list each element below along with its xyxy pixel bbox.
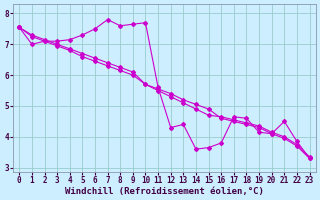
X-axis label: Windchill (Refroidissement éolien,°C): Windchill (Refroidissement éolien,°C) — [65, 187, 264, 196]
